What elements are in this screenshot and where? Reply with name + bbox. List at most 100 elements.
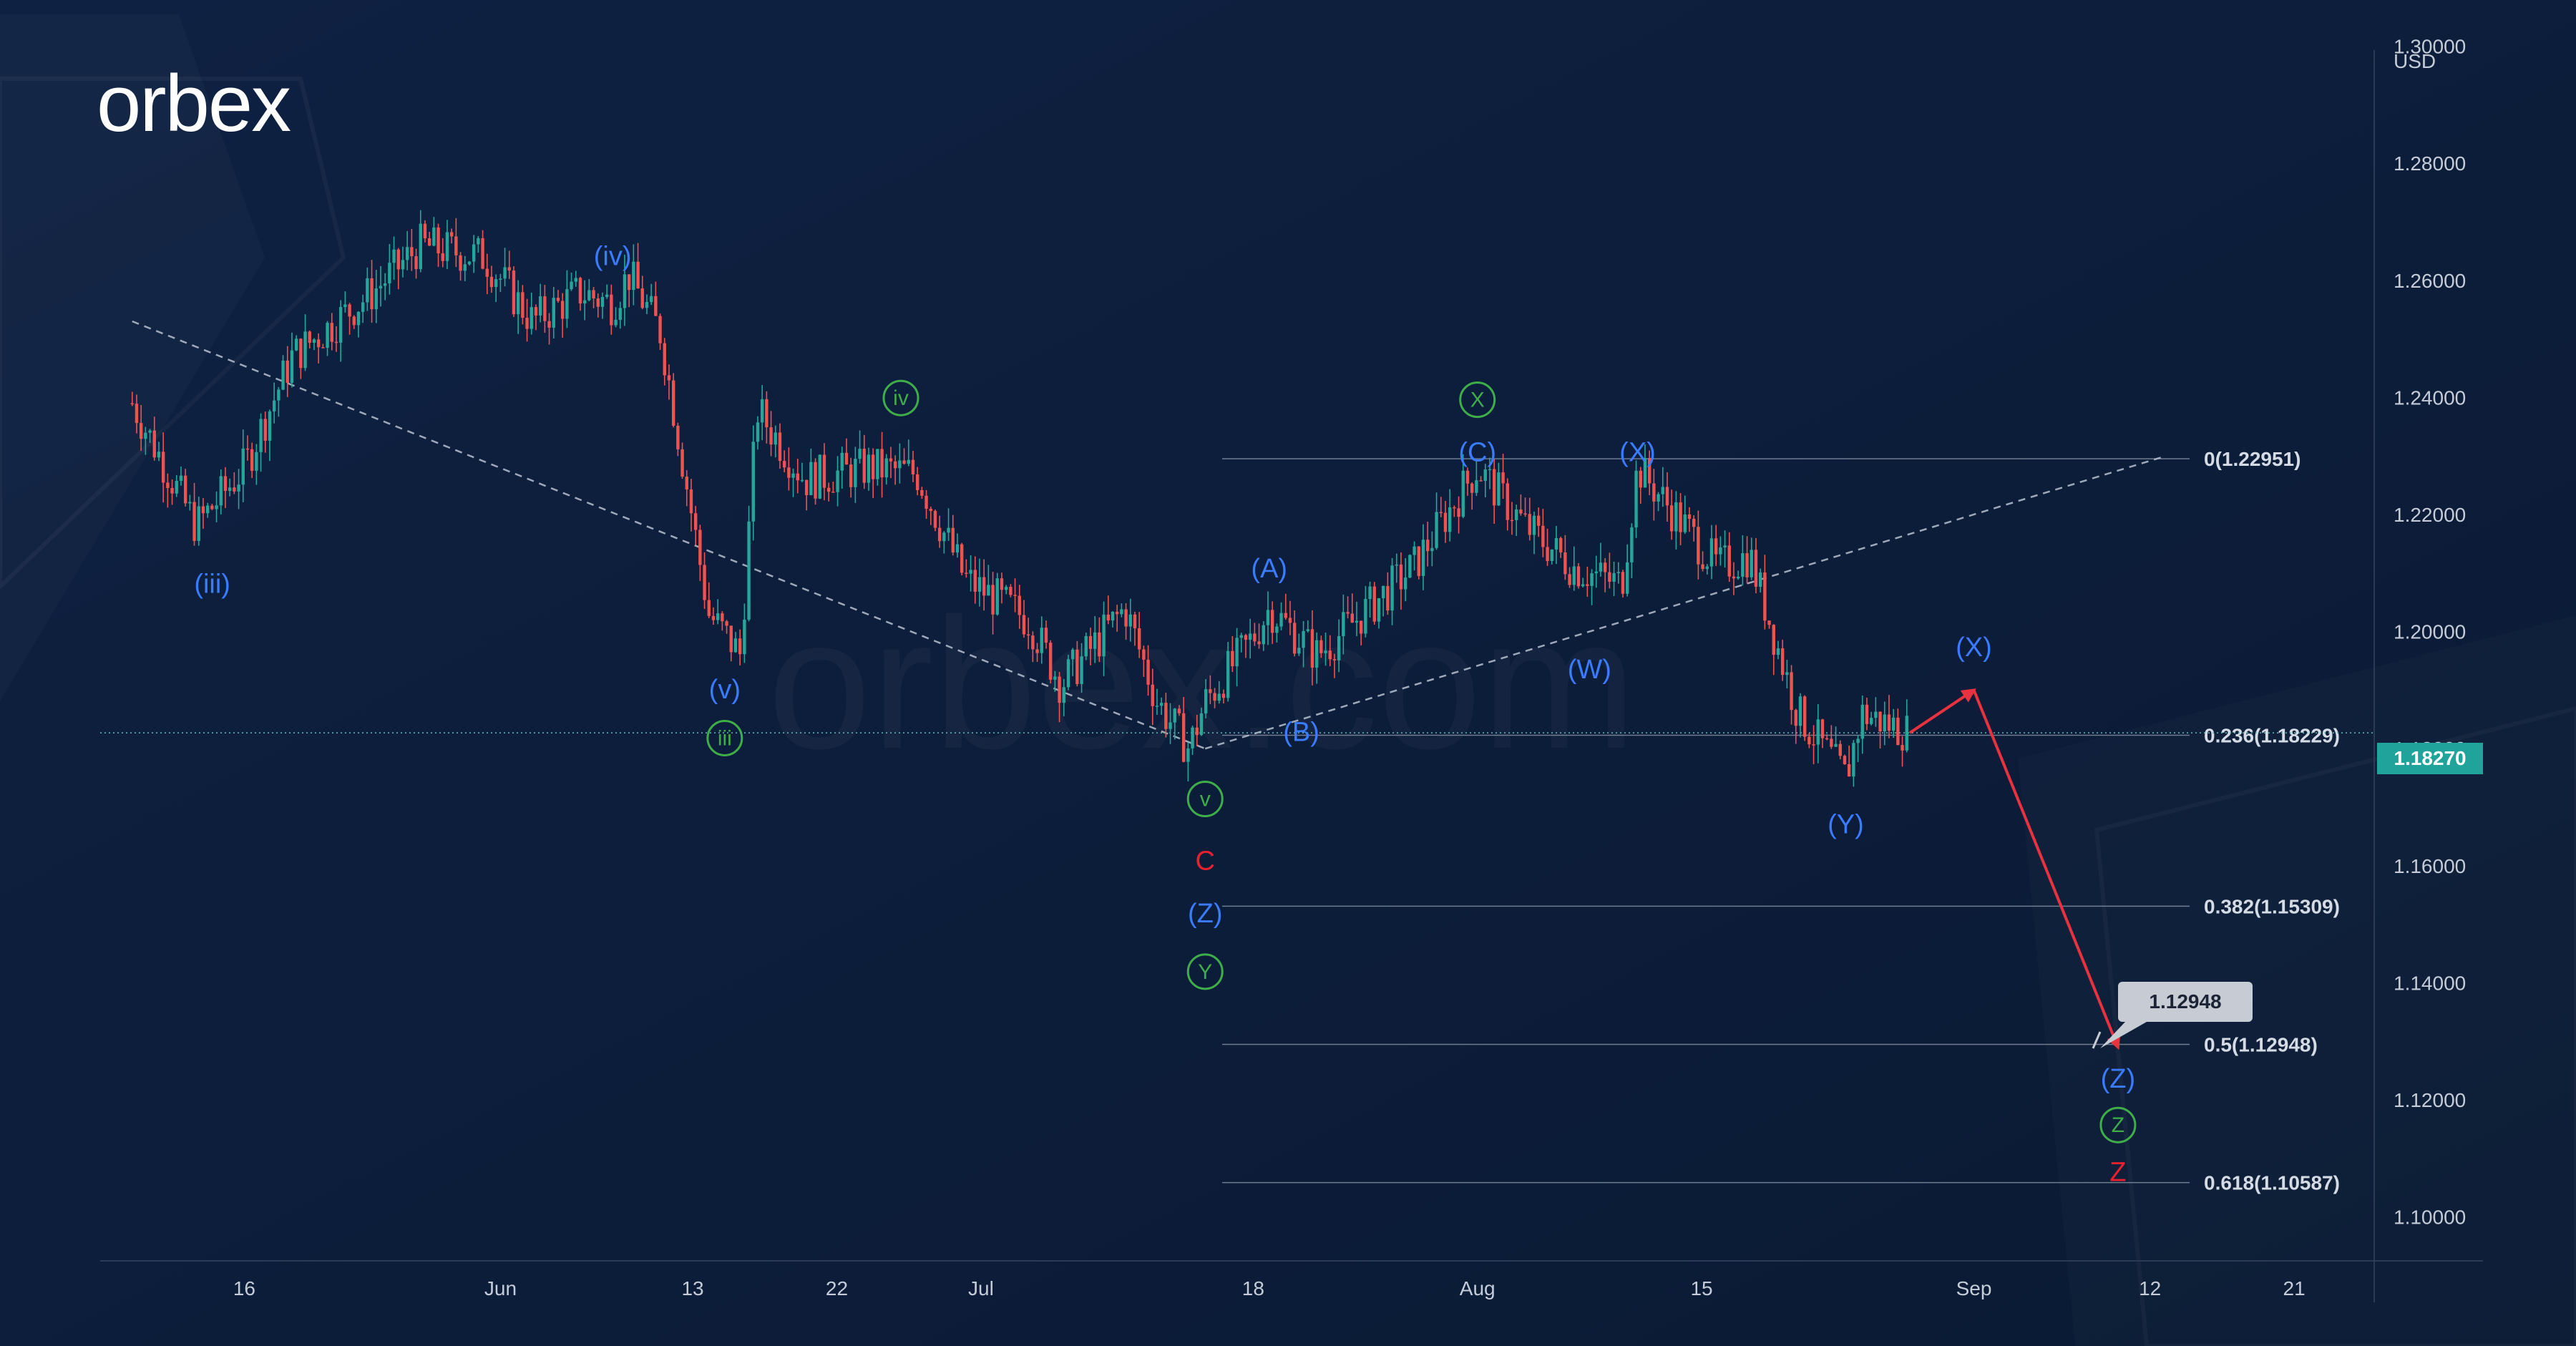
candle-body: [1697, 527, 1700, 565]
candle-body: [419, 223, 422, 270]
candle-body: [1191, 727, 1194, 748]
candle-body: [334, 341, 338, 343]
candle-body: [1292, 623, 1297, 654]
candle-body: [1869, 718, 1873, 724]
candle-body: [507, 267, 511, 271]
candle-body: [477, 238, 480, 245]
candle-body: [822, 454, 826, 488]
candle-body: [920, 489, 924, 496]
candle-body: [330, 323, 333, 342]
candle-body: [836, 470, 839, 492]
candle-body: [1780, 648, 1785, 676]
candle-body: [463, 264, 467, 271]
candle-body: [1674, 502, 1678, 532]
wave-label: (Y): [1828, 810, 1864, 840]
candle-body: [512, 270, 516, 315]
candle-body: [733, 638, 738, 653]
candle-body: [1262, 625, 1265, 645]
candle-body: [1723, 545, 1727, 548]
candle-body: [826, 487, 831, 492]
candle-body: [1519, 509, 1523, 514]
candle-body: [1599, 562, 1603, 572]
x-axis: 16 Jun 13 22 Jul 18 Aug 15 Sep 12 21: [233, 1277, 2306, 1299]
candle-body: [649, 296, 653, 303]
candle-body: [1523, 513, 1527, 515]
candle-body: [290, 350, 294, 384]
x-tick-label: 18: [1242, 1277, 1264, 1299]
current-price-tag: 1.18270: [2377, 743, 2483, 774]
candle-body: [205, 505, 210, 514]
candle-body: [671, 380, 675, 426]
wave-label-circle: [1459, 381, 1496, 419]
candle-body: [481, 238, 484, 269]
wave-label: (X): [1619, 437, 1656, 467]
candle-body: [1616, 572, 1620, 573]
wave-label: v: [1200, 788, 1211, 811]
candle-body: [711, 615, 716, 620]
candle-body: [485, 268, 489, 277]
candle-body: [698, 530, 702, 565]
candle-body: [281, 360, 285, 390]
candle-body: [747, 521, 751, 620]
candle-body: [1226, 650, 1230, 698]
y-tick-label: 1.16000: [2394, 855, 2466, 877]
candle-body: [388, 263, 391, 284]
candle-body: [565, 289, 569, 319]
candle-body: [130, 403, 134, 405]
candle-body: [1151, 684, 1154, 706]
candle-body: [1430, 547, 1434, 552]
candle-body: [1221, 693, 1226, 698]
candle-body: [1470, 483, 1474, 493]
candle-body: [1834, 743, 1838, 747]
candle-body: [645, 302, 649, 308]
candle-body: [1816, 719, 1820, 745]
candle-body: [658, 316, 662, 343]
candle-body: [1488, 469, 1492, 471]
candle-body: [1146, 659, 1150, 685]
candle-body: [1169, 722, 1172, 729]
candle-body: [729, 625, 733, 653]
candle-body: [1820, 719, 1825, 738]
candle-body: [1754, 550, 1758, 587]
candle-body: [1324, 650, 1327, 653]
candle-body: [1288, 618, 1292, 623]
candle-body: [1905, 716, 1908, 751]
y-tick-label: 1.30000: [2394, 36, 2466, 58]
candle-body: [356, 311, 361, 326]
candle-body: [1576, 566, 1581, 587]
candle-body: [600, 297, 605, 307]
candle-body: [379, 286, 383, 289]
wave-label: (v): [709, 675, 741, 705]
candle-body: [1887, 714, 1891, 731]
candle-body: [578, 278, 582, 304]
candle-body: [338, 307, 343, 343]
candle-body: [1852, 743, 1855, 777]
candle-body: [1342, 612, 1345, 637]
candle-body: [1390, 565, 1394, 611]
candle-body: [219, 476, 223, 506]
x-tick-label: Aug: [1460, 1277, 1496, 1299]
candle-body: [1270, 610, 1274, 633]
candle-body: [1022, 615, 1026, 635]
candle-body: [321, 347, 325, 348]
candle-body: [676, 425, 680, 449]
candle-body: [680, 449, 684, 477]
candle-body: [1346, 612, 1350, 614]
candle-body: [1479, 480, 1483, 482]
candle-body: [543, 296, 547, 321]
candle-body: [849, 464, 853, 487]
candle-body: [1417, 546, 1420, 576]
wave-label: C: [1196, 846, 1215, 876]
candle-body: [1558, 537, 1563, 552]
candle-body: [401, 260, 405, 270]
candle-body: [396, 249, 400, 270]
candle-body: [152, 430, 156, 458]
candle-body: [871, 454, 875, 479]
candle-body: [667, 375, 671, 381]
candle-body: [210, 505, 214, 509]
candle-body: [1088, 635, 1093, 649]
candle-body: [392, 249, 396, 263]
candle-body: [884, 458, 888, 478]
candle-body: [614, 319, 618, 326]
